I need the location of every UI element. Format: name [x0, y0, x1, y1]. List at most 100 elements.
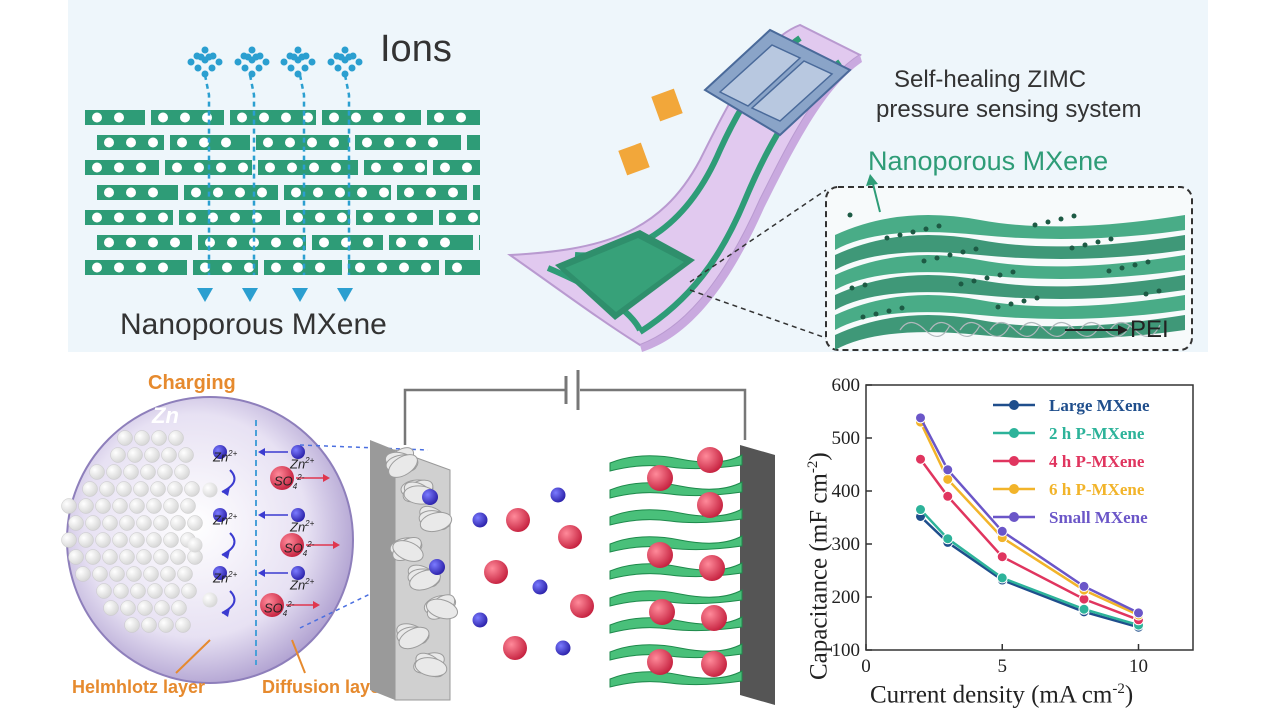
pore	[249, 237, 259, 248]
zn-ion	[213, 445, 227, 459]
intercalated-so4-ion	[699, 555, 725, 581]
inset-pore	[1032, 222, 1038, 228]
inset-label: Nanoporous MXene	[868, 146, 1109, 176]
ion-dot	[252, 53, 260, 61]
zn-atom	[181, 583, 197, 599]
zn-atom	[95, 498, 111, 514]
pore	[337, 212, 347, 223]
interdigitated-electrode	[703, 28, 852, 137]
cathode-sheet	[609, 508, 743, 526]
y-axis-label-sup: -2	[805, 460, 821, 474]
ion-dot	[244, 53, 252, 61]
pore	[104, 237, 114, 248]
legend-label: 2 h P-MXene	[1049, 424, 1145, 443]
reduction-arrowhead	[222, 487, 230, 496]
pore	[227, 237, 237, 248]
inset-pore	[1045, 219, 1051, 225]
pore	[186, 212, 196, 223]
zn-label: Zn	[152, 403, 179, 428]
zn-flake	[388, 454, 418, 478]
double-layer-ions	[213, 445, 340, 617]
inset-pore	[849, 285, 855, 291]
zn-atom	[110, 447, 126, 463]
zn-atom	[112, 498, 128, 514]
zn-anode-side	[370, 440, 395, 700]
pore	[426, 187, 436, 198]
anode-flakes	[384, 447, 459, 678]
inset-sheet	[835, 295, 1185, 330]
inset-pore	[947, 252, 953, 258]
pore	[407, 212, 417, 223]
pore	[148, 137, 158, 148]
ion-arrowhead	[197, 288, 213, 302]
zn-atom	[140, 464, 156, 480]
inset-sheet	[835, 215, 1185, 250]
zoom-line-1	[689, 189, 827, 283]
zn-atom	[75, 566, 91, 582]
inset-pore	[1082, 242, 1088, 248]
pore	[456, 112, 466, 123]
pore	[265, 162, 275, 173]
zn-atom	[150, 481, 166, 497]
zn-ion	[291, 508, 305, 522]
pore	[329, 112, 339, 123]
pore	[315, 262, 325, 273]
zn-atom	[78, 532, 94, 548]
pore	[244, 262, 254, 273]
zn-atom	[170, 549, 186, 565]
zn-atom	[134, 430, 150, 446]
pore	[104, 137, 114, 148]
zn-ion	[291, 445, 305, 459]
pore	[309, 162, 319, 173]
pore	[415, 162, 425, 173]
ion-path	[248, 74, 256, 275]
so4-ion-label: SO42-	[284, 540, 315, 558]
data-point	[915, 504, 926, 516]
helmholtz-label: Helmhlotz layer	[72, 677, 206, 697]
inset-pore	[1021, 298, 1027, 304]
ion-dot	[348, 64, 356, 72]
y-tick-label: 600	[832, 375, 861, 396]
zn-atom	[85, 549, 101, 565]
x-tick-label: 0	[861, 656, 871, 677]
zn-atom	[153, 515, 169, 531]
zn-atom	[170, 515, 186, 531]
zn-atom	[61, 498, 77, 514]
zn-flake	[392, 540, 424, 562]
charging-label: Charging	[148, 372, 236, 394]
zn-atom	[175, 617, 191, 633]
ion-arrowhead	[337, 288, 353, 302]
pore	[393, 162, 403, 173]
zn-atom	[68, 515, 84, 531]
zn-ion-label: Zn2+	[290, 519, 315, 535]
cathode-mxene-sheets	[609, 447, 743, 688]
y-tick-label: 300	[832, 534, 861, 555]
reduction-arrowhead	[222, 550, 230, 559]
so4-ion	[270, 466, 294, 490]
pore	[384, 137, 394, 148]
y-tick-label: 200	[832, 587, 861, 608]
zn-atom	[85, 515, 101, 531]
pore	[446, 212, 456, 223]
pore	[335, 187, 345, 198]
y-tick-label: 500	[832, 428, 861, 449]
zn-atom	[120, 600, 136, 616]
pressure-sensor-pad	[555, 230, 695, 320]
pore	[468, 212, 478, 223]
pore	[329, 137, 339, 148]
pore	[172, 162, 182, 173]
zn-ion-label: Zn2+	[290, 577, 315, 593]
inset-pore	[997, 272, 1003, 278]
membrane-label: Nanoporous MXene	[120, 308, 387, 341]
circuit-wire-left	[403, 388, 565, 445]
zn-atom	[143, 566, 159, 582]
ion-dot	[197, 53, 205, 61]
legend-marker	[1009, 484, 1019, 494]
x-axis-label-text: Current density (mA cm	[870, 681, 1113, 709]
ion-dot	[280, 58, 288, 66]
electrolyte-zn-ion	[555, 640, 571, 656]
pei-fiber	[989, 321, 1041, 337]
zn-ion-label: Zn2+	[290, 456, 315, 472]
